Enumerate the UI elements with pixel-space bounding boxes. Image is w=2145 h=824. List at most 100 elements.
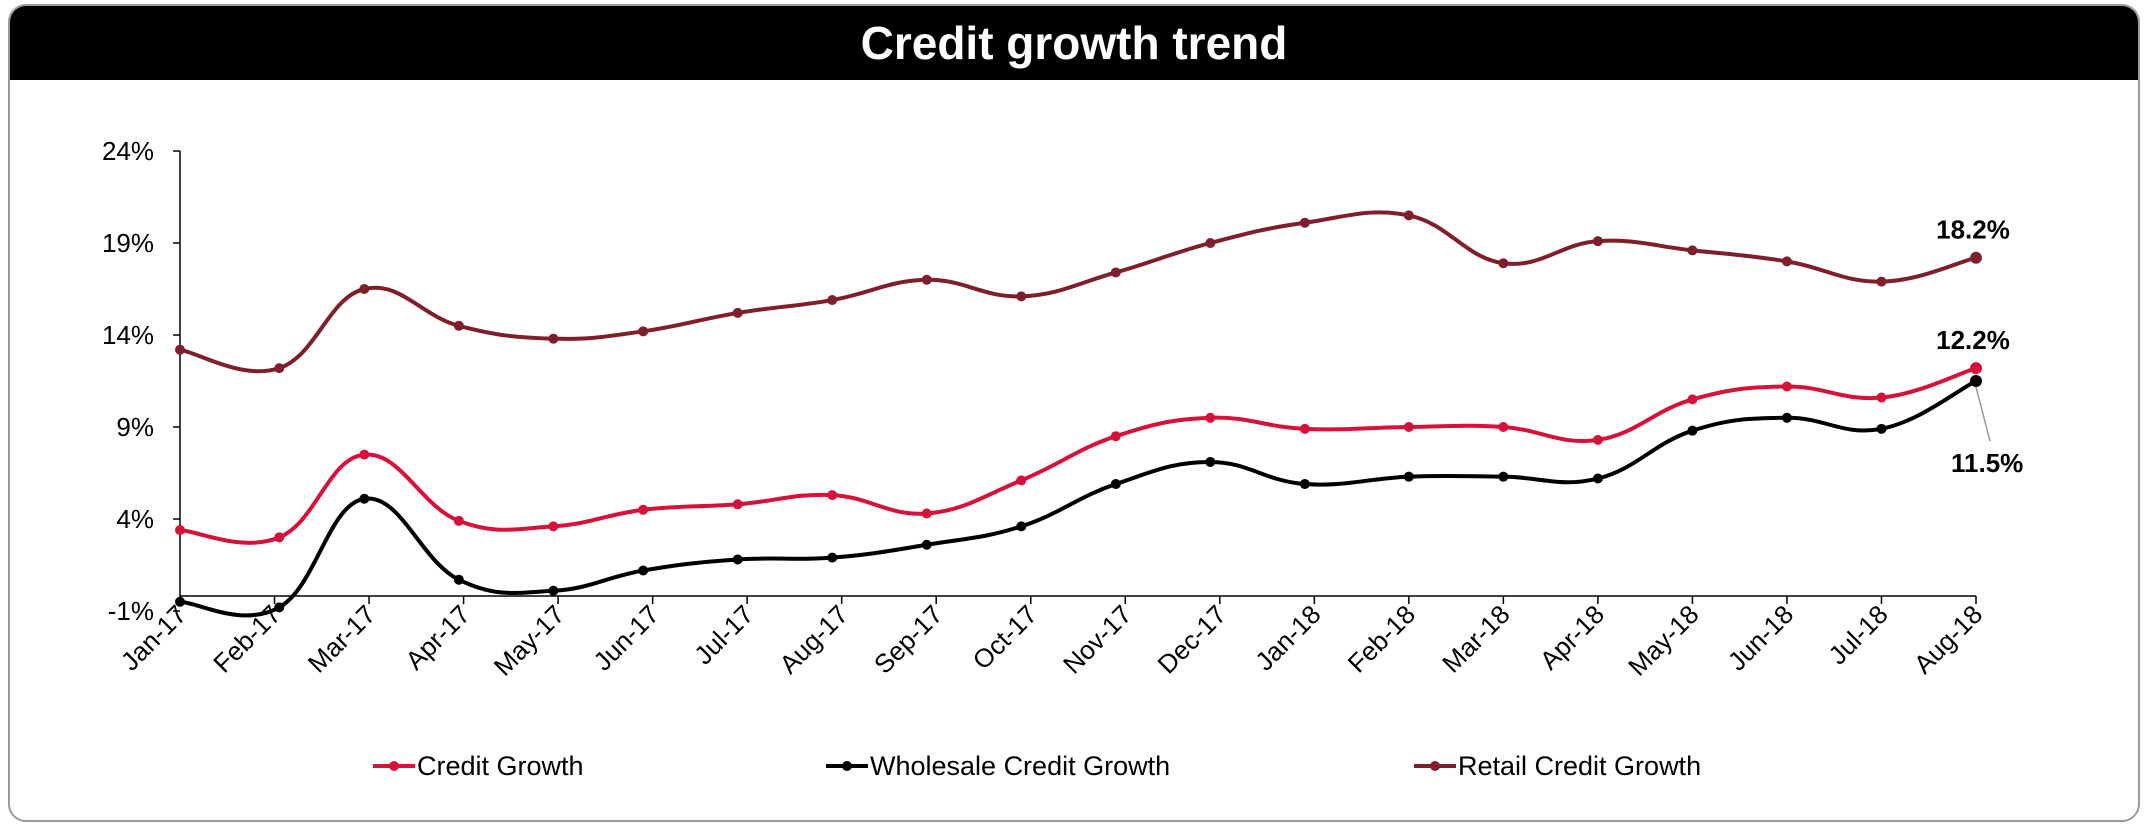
x-tick-label: Oct-17 (967, 599, 1043, 675)
data-point-retail-credit-growth (1970, 251, 1982, 264)
data-point-credit-growth (1970, 362, 1982, 375)
x-tick-label: May-18 (1622, 599, 1705, 682)
legend-swatch-marker (842, 761, 852, 771)
y-tick-label: -1% (108, 596, 154, 626)
data-point-wholesale-credit-growth (453, 574, 464, 585)
data-label: 18.2% (1936, 215, 2010, 245)
data-point-wholesale-credit-growth (732, 554, 743, 565)
data-point-retail-credit-growth (1687, 245, 1698, 256)
data-point-retail-credit-growth (359, 284, 370, 294)
data-point-retail-credit-growth (1498, 258, 1509, 269)
data-point-credit-growth (1016, 475, 1027, 486)
data-point-wholesale-credit-growth (1781, 412, 1792, 423)
data-point-credit-growth (1205, 412, 1216, 423)
x-tick-label: Apr-17 (399, 599, 475, 675)
data-point-retail-credit-growth (1299, 217, 1310, 228)
data-point-retail-credit-growth (548, 333, 559, 344)
data-point-credit-growth (1299, 423, 1310, 434)
data-point-wholesale-credit-growth (359, 493, 370, 504)
data-point-credit-growth (1592, 434, 1603, 445)
data-point-wholesale-credit-growth (1876, 423, 1887, 434)
data-point-wholesale-credit-growth (1403, 471, 1414, 482)
data-point-wholesale-credit-growth (1970, 375, 1982, 387)
data-point-wholesale-credit-growth (638, 565, 649, 576)
annotation-leader (1975, 386, 1991, 442)
series-line-wholesale-credit-growth (178, 379, 1978, 618)
x-tick-label: May-17 (488, 599, 571, 682)
data-label: 12.2% (1936, 325, 2010, 355)
data-point-wholesale-credit-growth (1110, 479, 1121, 490)
data-point-wholesale-credit-growth (1299, 479, 1310, 490)
legend-item: Wholesale Credit Growth (826, 751, 1170, 781)
data-label: 11.5% (1951, 448, 2023, 478)
x-tick-label: Mar-18 (1436, 599, 1515, 678)
legend-swatch-marker (389, 761, 399, 771)
x-tick-label: Nov-17 (1057, 599, 1137, 679)
data-point-retail-credit-growth (921, 274, 932, 285)
data-point-retail-credit-growth (1016, 291, 1027, 302)
data-point-credit-growth (638, 504, 649, 515)
data-point-credit-growth (921, 508, 932, 519)
data-point-retail-credit-growth (1781, 256, 1792, 267)
x-tick-label: Sep-17 (868, 599, 948, 679)
legend-item: Credit Growth (373, 751, 584, 781)
data-point-credit-growth (1498, 422, 1509, 432)
x-tick-label: Aug-17 (773, 599, 853, 679)
data-point-wholesale-credit-growth (274, 602, 285, 613)
x-tick-label: Apr-18 (1534, 599, 1610, 675)
x-tick-label: Jan-18 (1249, 599, 1326, 676)
x-tick-label: Aug-18 (1908, 599, 1988, 679)
data-point-credit-growth (827, 490, 838, 501)
data-point-wholesale-credit-growth (1592, 473, 1603, 484)
data-point-retail-credit-growth (175, 344, 185, 355)
series-line-retail-credit-growth (178, 210, 1978, 374)
data-point-credit-growth (1110, 431, 1121, 442)
data-point-wholesale-credit-growth (1687, 425, 1698, 436)
data-point-credit-growth (1403, 422, 1414, 432)
y-tick-label: 9% (116, 412, 154, 442)
y-tick-label: 24% (102, 136, 154, 166)
data-point-credit-growth (1876, 392, 1887, 403)
x-tick-label: Mar-17 (302, 599, 381, 678)
legend-label: Retail Credit Growth (1458, 751, 1701, 781)
series-line-credit-growth (178, 366, 1978, 545)
data-point-credit-growth (1781, 381, 1792, 392)
data-point-retail-credit-growth (638, 326, 649, 337)
legend-label: Wholesale Credit Growth (870, 751, 1170, 781)
data-point-retail-credit-growth (1592, 236, 1603, 247)
data-point-wholesale-credit-growth (175, 596, 185, 607)
data-point-retail-credit-growth (1110, 267, 1121, 278)
x-tick-label: Jun-18 (1722, 599, 1799, 676)
data-point-wholesale-credit-growth (1016, 521, 1027, 532)
data-point-wholesale-credit-growth (548, 585, 559, 596)
y-tick-label: 4% (116, 504, 154, 534)
chart-title: Credit growth trend (10, 6, 2138, 80)
data-point-retail-credit-growth (732, 307, 743, 318)
data-point-wholesale-credit-growth (921, 539, 932, 550)
y-tick-label: 14% (102, 320, 154, 350)
data-point-wholesale-credit-growth (1498, 471, 1509, 482)
x-tick-label: Feb-18 (1342, 599, 1421, 678)
data-point-retail-credit-growth (1876, 276, 1887, 287)
y-tick-label: 19% (102, 228, 154, 258)
data-point-wholesale-credit-growth (1205, 456, 1216, 467)
data-point-credit-growth (453, 515, 464, 526)
legend-item: Retail Credit Growth (1414, 751, 1701, 781)
x-tick-label: Dec-17 (1152, 599, 1232, 679)
data-point-credit-growth (359, 449, 370, 460)
data-point-credit-growth (175, 525, 185, 536)
x-tick-label: Jul-18 (1822, 599, 1893, 670)
data-point-retail-credit-growth (453, 320, 464, 331)
data-point-retail-credit-growth (1205, 238, 1216, 248)
chart-frame: Credit growth trend (8, 4, 2140, 822)
legend-swatch-marker (1430, 761, 1440, 771)
data-point-credit-growth (732, 499, 743, 510)
data-point-wholesale-credit-growth (827, 552, 838, 563)
x-tick-label: Jul-17 (688, 599, 759, 670)
data-point-credit-growth (274, 532, 285, 543)
data-point-retail-credit-growth (1403, 210, 1414, 221)
data-point-credit-growth (548, 521, 559, 532)
x-tick-label: Jun-17 (587, 599, 664, 676)
data-point-retail-credit-growth (827, 295, 838, 306)
